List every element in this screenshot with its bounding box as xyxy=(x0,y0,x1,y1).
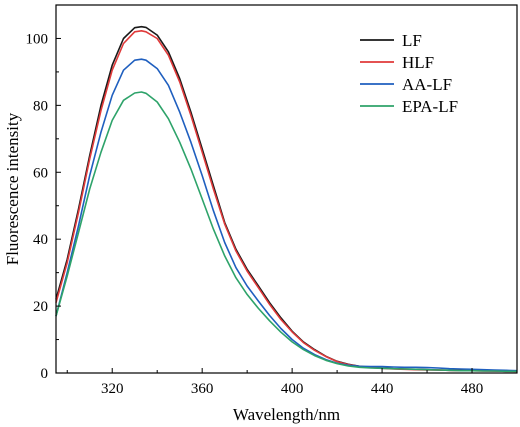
y-axis-title: Fluorescence intensity xyxy=(3,112,22,265)
axes: 320 360 400 440 480 0 20 40 60 80 100 xyxy=(26,4,518,397)
x-axis-title: Wavelength/nm xyxy=(233,405,340,424)
series-line-epa-lf xyxy=(55,91,517,373)
y-tick-label: 80 xyxy=(33,98,48,114)
x-tick-label: 320 xyxy=(101,381,124,397)
y-tick-label: 20 xyxy=(33,299,48,315)
y-tick-label: 0 xyxy=(41,366,49,382)
series-line-aa-lf xyxy=(55,58,518,372)
legend-label-epa-lf: EPA-LF xyxy=(402,97,458,116)
x-tick-label: 440 xyxy=(371,381,394,397)
legend-label-aa-lf: AA-LF xyxy=(402,75,452,94)
plot-frame xyxy=(55,4,518,374)
x-tick-label: 480 xyxy=(461,381,484,397)
legend-label-lf: LF xyxy=(402,31,422,50)
x-tick-label: 360 xyxy=(191,381,214,397)
y-tick-label: 40 xyxy=(33,232,48,248)
legend: LF HLF AA-LF EPA-LF xyxy=(360,31,458,116)
y-tick-label: 100 xyxy=(26,31,49,47)
y-tick-label: 60 xyxy=(33,165,48,181)
plot-area xyxy=(55,25,518,373)
x-tick-label: 400 xyxy=(281,381,304,397)
legend-label-hlf: HLF xyxy=(402,53,434,72)
